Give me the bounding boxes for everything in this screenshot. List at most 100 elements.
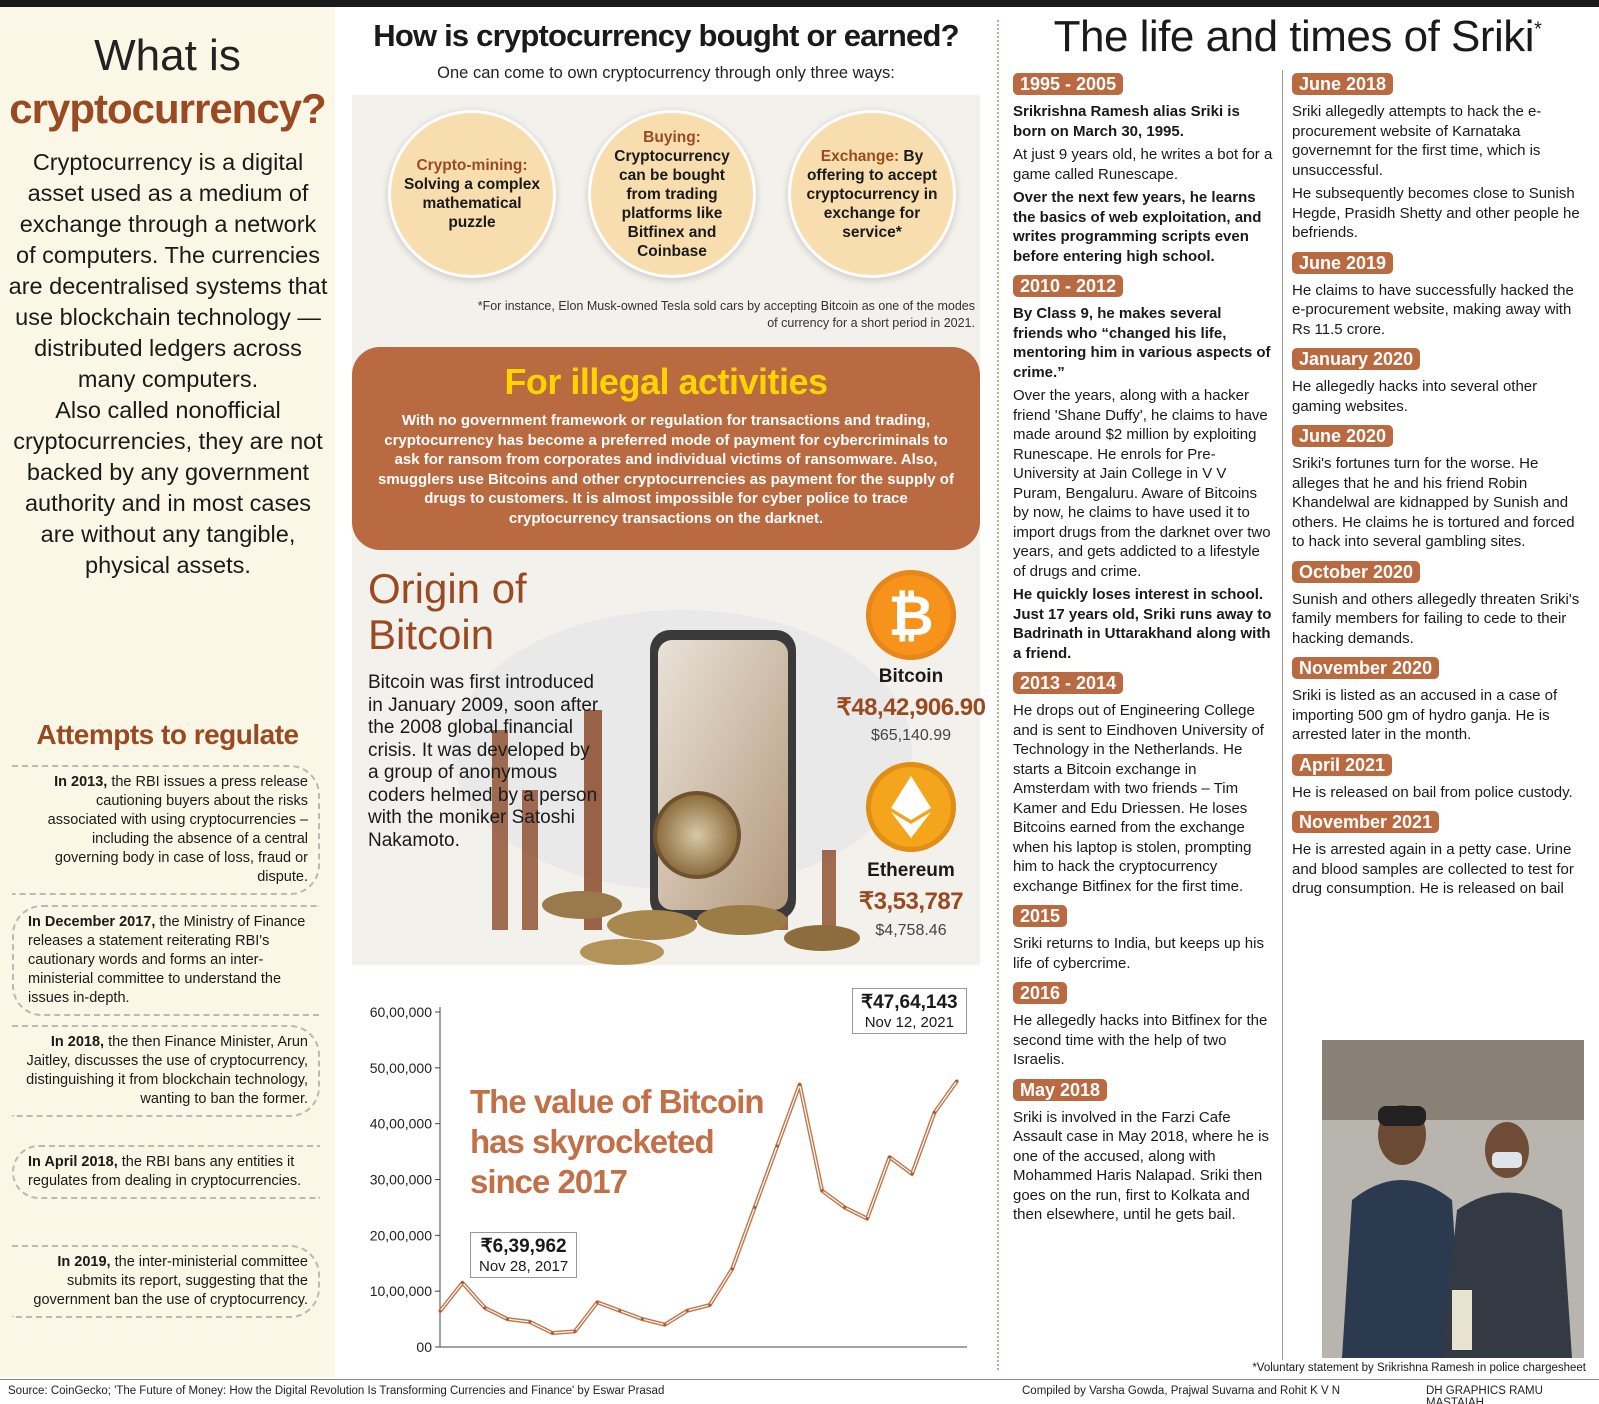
timeline-text: He allegedly hacks into Bitfinex for the… <box>1013 1012 1268 1068</box>
origin-title: Origin of Bitcoin <box>368 566 527 658</box>
data-point <box>843 1205 847 1209</box>
bitcoin-inr-price: ₹48,42,906.90 <box>836 694 986 721</box>
tesla-footnote: *For instance, Elon Musk-owned Tesla sol… <box>477 299 975 330</box>
data-point <box>708 1303 712 1307</box>
data-point <box>528 1320 532 1324</box>
timeline-date-tag: April 2021 <box>1292 753 1393 776</box>
regulation-lead: In December 2017, <box>28 914 156 930</box>
way-circle-mining: Crypto-mining: Solving a complex mathemat… <box>388 110 556 278</box>
timeline-date-tag: November 2020 <box>1292 657 1440 679</box>
timeline-text: He allegedly hacks into several other ga… <box>1292 378 1538 415</box>
bar-decor <box>822 850 836 930</box>
data-point <box>955 1079 959 1083</box>
y-tick-label: 20,00,000 <box>370 1227 432 1243</box>
definition-para: Cryptocurrency is a digital asset used a… <box>8 149 328 392</box>
timeline-column-2: June 2018 Sriki allegedly attempts to hac… <box>1292 73 1587 908</box>
timeline-date-tag: June 2020 <box>1292 425 1394 447</box>
left-definition: Cryptocurrency is a digital asset used a… <box>8 147 328 581</box>
left-title-line1: What is <box>94 31 241 80</box>
data-point <box>438 1309 442 1313</box>
data-point <box>798 1083 802 1087</box>
regulation-item: In April 2018, the RBI bans any entities… <box>12 1145 320 1199</box>
illegal-title: For illegal activities <box>504 361 828 402</box>
data-point <box>663 1323 667 1327</box>
way-label: Exchange: <box>820 147 900 165</box>
top-rule <box>0 0 1599 7</box>
sriki-title-text: The life and times of Sriki <box>1053 12 1535 61</box>
y-tick-label: 10,00,000 <box>370 1283 432 1299</box>
regulation-text: the then Finance Minister, Arun Jaitley,… <box>26 1034 308 1107</box>
bitcoin-icon: ₿ <box>866 570 956 660</box>
origin-text: Bitcoin was first introduced in January … <box>368 672 599 851</box>
bitcoin-price-line-highlight <box>439 1080 958 1334</box>
footer-compiled: Compiled by Varsha Gowda, Prajwal Suvarn… <box>1022 1385 1341 1397</box>
column-divider <box>997 20 999 1370</box>
sriki-photo <box>1322 1040 1584 1358</box>
ethereum-diamond <box>891 776 931 838</box>
data-point <box>820 1189 824 1193</box>
regulation-text: the Ministry of Finance releases a state… <box>28 914 306 1006</box>
illegal-text: With no government framework or regulati… <box>378 412 954 527</box>
timeline-text: Sriki is involved in the Farzi Cafe Assa… <box>1013 1108 1269 1224</box>
ethereum-inr-price: ₹3,53,787 <box>858 888 964 915</box>
way-label: Buying: <box>643 128 701 146</box>
y-tick-label: 40,00,000 <box>370 1116 432 1132</box>
data-point <box>640 1317 644 1321</box>
data-point <box>483 1306 487 1310</box>
y-tick-label: 60,00,000 <box>370 1004 432 1020</box>
timeline-text: He is released on bail from police custo… <box>1292 783 1573 801</box>
timeline-date-tag: November 2021 <box>1292 811 1440 833</box>
regulation-lead: In 2013, <box>54 774 108 790</box>
way-text: Solving a complex mathematical puzzle <box>403 176 541 231</box>
left-title-line2: cryptocurrency? <box>9 85 326 132</box>
origin-illustration <box>452 610 912 965</box>
timeline-text: Over the years, along with a hacker frie… <box>1013 387 1271 580</box>
timeline-date-tag: June 2019 <box>1292 251 1394 274</box>
way-text: By offering to accept cryptocurrency in … <box>806 147 938 241</box>
data-point <box>573 1329 577 1333</box>
coin-stack-art <box>542 891 622 919</box>
timeline-date-tag: 2010 - 2012 <box>1013 275 1124 297</box>
timeline-text: He claims to have successfully hacked th… <box>1292 281 1574 338</box>
bitcoin-price-chart: 60,00,000 50,00,000 40,00,000 30,00,000 20,0… <box>370 1004 967 1355</box>
regulation-lead: In 2018, <box>50 1034 105 1050</box>
coin-stack-art <box>580 939 664 965</box>
timeline-entry: June 2018 Sriki allegedly attempts to hac… <box>1292 73 1587 243</box>
way-text: Cryptocurrency can be bought from tradin… <box>614 147 730 260</box>
data-point <box>910 1172 914 1176</box>
chart-callout-start: ₹6,39,962 Nov 28, 2017 <box>470 1232 578 1278</box>
data-point <box>618 1309 622 1313</box>
regulation-item: In 2019, the inter-ministerial committee… <box>12 1245 320 1318</box>
timeline-date-tag: 2016 <box>1013 982 1068 1004</box>
chart-title: The value of Bitcoin has skyrocketed sin… <box>470 1083 765 1200</box>
timeline-date-tag: 2015 <box>1013 905 1068 927</box>
timeline-text: Sriki is listed as an accused in a case … <box>1292 687 1558 743</box>
timeline-text: He subsequently becomes close to Sunish … <box>1292 185 1580 241</box>
timeline-entry: 2015 Sriki returns to India, but keeps up… <box>1013 905 1275 973</box>
regulation-item: In December 2017, the Ministry of Financ… <box>12 905 320 1016</box>
left-panel: What is cryptocurrency? Cryptocurrency i… <box>0 7 335 1377</box>
bar-decor <box>492 730 508 930</box>
timeline-entry: May 2018 Sriki is involved in the Farzi C… <box>1013 1078 1275 1225</box>
y-tick-label: 00 <box>416 1339 432 1355</box>
origin-title-line1: Origin of <box>368 565 527 612</box>
definition-para: Also called nonofficial cryptocurrencies… <box>13 397 323 578</box>
data-point <box>730 1267 734 1271</box>
timeline-entry: October 2020 Sunish and others allegedly … <box>1292 560 1587 649</box>
regulation-item: In 2013, the RBI issues a press release … <box>12 765 320 895</box>
ethereum-icon <box>866 762 956 852</box>
bitcoin-name: Bitcoin <box>878 666 944 687</box>
timeline-date-tag: October 2020 <box>1292 560 1421 583</box>
coin-stack-art <box>784 925 860 951</box>
data-point <box>595 1300 599 1304</box>
illegal-activities-box: For illegal activities With no governmen… <box>352 347 980 550</box>
data-point <box>933 1111 937 1114</box>
callout-value: ₹6,39,962 <box>480 1236 567 1257</box>
callout-value: ₹47,64,143 <box>861 992 958 1013</box>
voluntary-statement-note: *Voluntary statement by Srikrishna Rames… <box>1252 1362 1586 1374</box>
timeline-entry: June 2020 Sriki's fortunes turn for the w… <box>1292 425 1587 552</box>
timeline-entry: November 2021 He is arrested again in a p… <box>1292 811 1587 899</box>
timeline-date-tag: 2013 - 2014 <box>1013 672 1124 694</box>
timeline-text: He is arrested again in a petty case. Ur… <box>1292 841 1574 897</box>
bitcoin-usd-price: $65,140.99 <box>870 727 952 744</box>
